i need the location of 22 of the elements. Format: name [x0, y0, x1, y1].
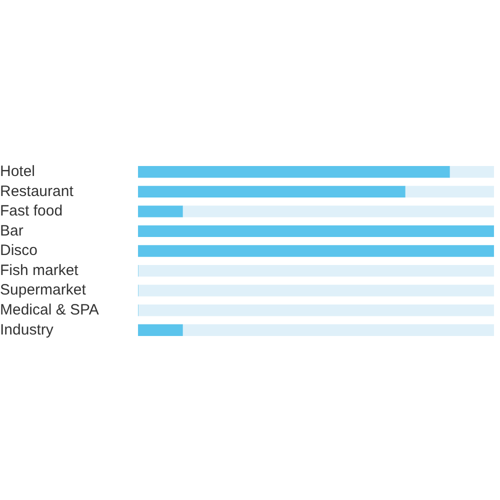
bar	[138, 166, 450, 178]
y-tick-label: Fish market	[0, 262, 80, 279]
bar	[138, 304, 494, 316]
bar	[138, 284, 494, 296]
y-tick-label: Medical & SPA	[0, 301, 99, 318]
y-tick-label: Restaurant	[0, 182, 74, 200]
y-tick-label: Industry	[0, 321, 54, 338]
bar	[138, 264, 494, 277]
bar	[404, 186, 494, 198]
bar	[449, 166, 494, 178]
bar	[182, 206, 494, 218]
bar	[138, 206, 183, 218]
bar	[138, 225, 494, 238]
bar	[138, 186, 406, 198]
y-tick-label: Bar	[0, 222, 24, 240]
y-tick-label: Fast food	[0, 202, 63, 220]
bar	[138, 324, 183, 336]
bar	[138, 245, 494, 257]
y-tick-label: Disco	[0, 242, 38, 260]
y-tick-label: Supermarket	[0, 282, 87, 299]
y-tick-label: Hotel	[0, 163, 36, 180]
bar	[182, 324, 494, 336]
